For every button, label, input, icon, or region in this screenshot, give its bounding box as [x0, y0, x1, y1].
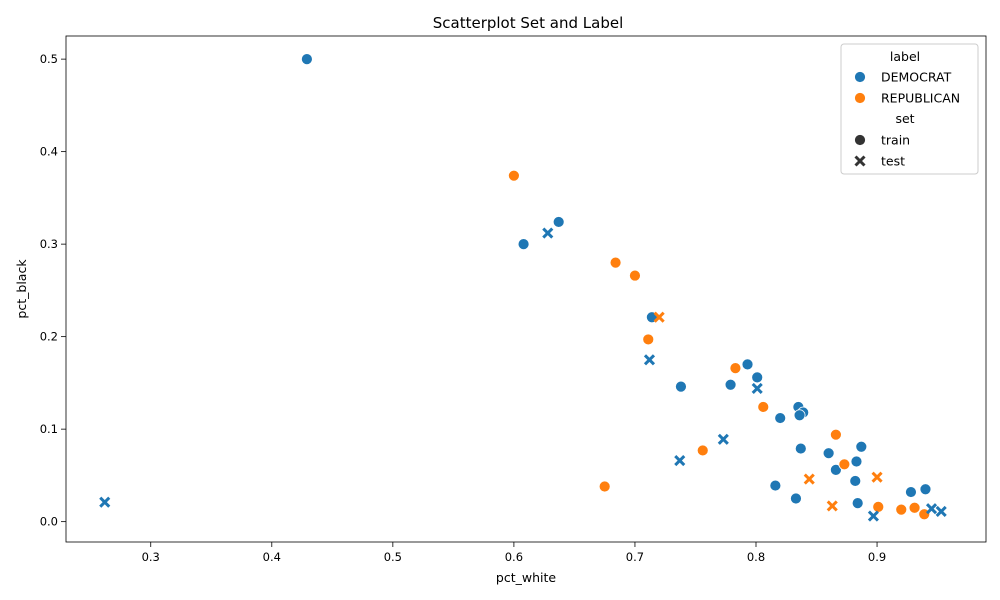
y-tick-label: 0.1	[40, 422, 58, 436]
democrat-train-point	[849, 475, 862, 487]
legend-box	[840, 43, 979, 175]
republican-train-point	[908, 501, 921, 514]
democrat-train-point	[741, 358, 754, 371]
democrat-train-point	[774, 412, 787, 424]
democrat-train-point	[552, 216, 565, 228]
x-tick-label: 0.4	[263, 550, 281, 564]
republican-train-point	[757, 401, 770, 413]
democrat-test-point	[867, 510, 879, 522]
democrat-test-point	[542, 227, 554, 239]
y-tick-label: 0.5	[40, 52, 58, 66]
x-tick-label: 0.5	[384, 550, 402, 564]
legend-republican-label: REPUBLICAN	[881, 91, 960, 106]
democrat-train-point	[855, 440, 868, 453]
legend-republican-marker	[854, 92, 866, 104]
democrat-train-point	[829, 463, 842, 476]
legend-test-marker	[854, 155, 866, 167]
republican-train-point	[829, 428, 842, 441]
legend-style-title: set	[895, 111, 914, 126]
y-axis-label: pct_black	[14, 259, 29, 319]
legend-democrat-label: DEMOCRAT	[881, 70, 952, 85]
democrat-test-point	[643, 354, 656, 366]
democrat-test-point	[751, 382, 763, 395]
x-axis-label: pct_white	[496, 570, 556, 585]
democrat-train-point	[790, 492, 802, 505]
democrat-test-point	[925, 503, 938, 515]
x-axis-ticks: 0.3 0.4 0.5 0.6 0.7 0.8 0.9	[142, 542, 886, 564]
republican-train-point	[872, 500, 885, 513]
democrat-train-point	[769, 479, 782, 492]
x-tick-label: 0.7	[626, 550, 644, 564]
republican-test-point	[803, 473, 815, 485]
republican-test-point	[871, 471, 883, 483]
x-tick-label: 0.6	[505, 550, 523, 564]
x-tick-label: 0.8	[747, 550, 765, 564]
legend-train-marker	[854, 134, 866, 146]
democrat-test-point	[99, 496, 111, 508]
legend-train-label: train	[881, 133, 910, 148]
republican-test-point	[826, 500, 838, 512]
y-tick-label: 0.0	[40, 515, 58, 529]
y-tick-label: 0.3	[40, 237, 58, 251]
democrat-train-point	[919, 483, 932, 496]
republican-test-point	[653, 311, 665, 323]
republican-train-point	[598, 480, 611, 493]
democrat-train-point	[517, 238, 530, 251]
democrat-train-point	[851, 497, 864, 510]
republican-train-point	[895, 503, 908, 516]
democrat-train-point	[724, 378, 737, 391]
democrat-train-point	[675, 380, 687, 393]
legend-hue-title: label	[890, 49, 920, 64]
democrat-test-point	[674, 455, 686, 467]
democrat-test-point	[717, 433, 729, 445]
legend-democrat-marker	[854, 71, 866, 83]
republican-train-point	[642, 333, 655, 346]
x-tick-label: 0.3	[142, 550, 160, 564]
y-tick-label: 0.4	[40, 145, 58, 159]
republican-train-point	[696, 444, 709, 457]
republican-train-point	[838, 458, 851, 471]
democrat-train-point	[794, 442, 807, 455]
republican-train-point	[609, 256, 622, 269]
legend: label DEMOCRAT REPUBLICAN set train test	[840, 43, 979, 175]
y-axis-ticks: 0.0 0.1 0.2 0.3 0.4 0.5	[40, 52, 66, 529]
plot-frame	[65, 35, 987, 543]
republican-train-point	[629, 269, 641, 282]
democrat-test-point	[935, 505, 947, 518]
democrat-train-point	[300, 53, 313, 66]
democrat-train-point	[751, 371, 764, 384]
x-tick-label: 0.9	[868, 550, 886, 564]
republican-train-point	[507, 169, 520, 182]
democrat-train-point	[793, 409, 806, 422]
y-tick-label: 0.2	[40, 330, 58, 344]
legend-test-label: test	[881, 154, 905, 169]
democrat-train-point	[905, 486, 917, 498]
democrat-train-point	[822, 447, 835, 460]
democrat-train-point	[850, 455, 863, 468]
chart-title: Scatterplot Set and Label	[433, 14, 624, 32]
plot-area	[99, 53, 947, 522]
republican-train-point	[729, 362, 742, 374]
